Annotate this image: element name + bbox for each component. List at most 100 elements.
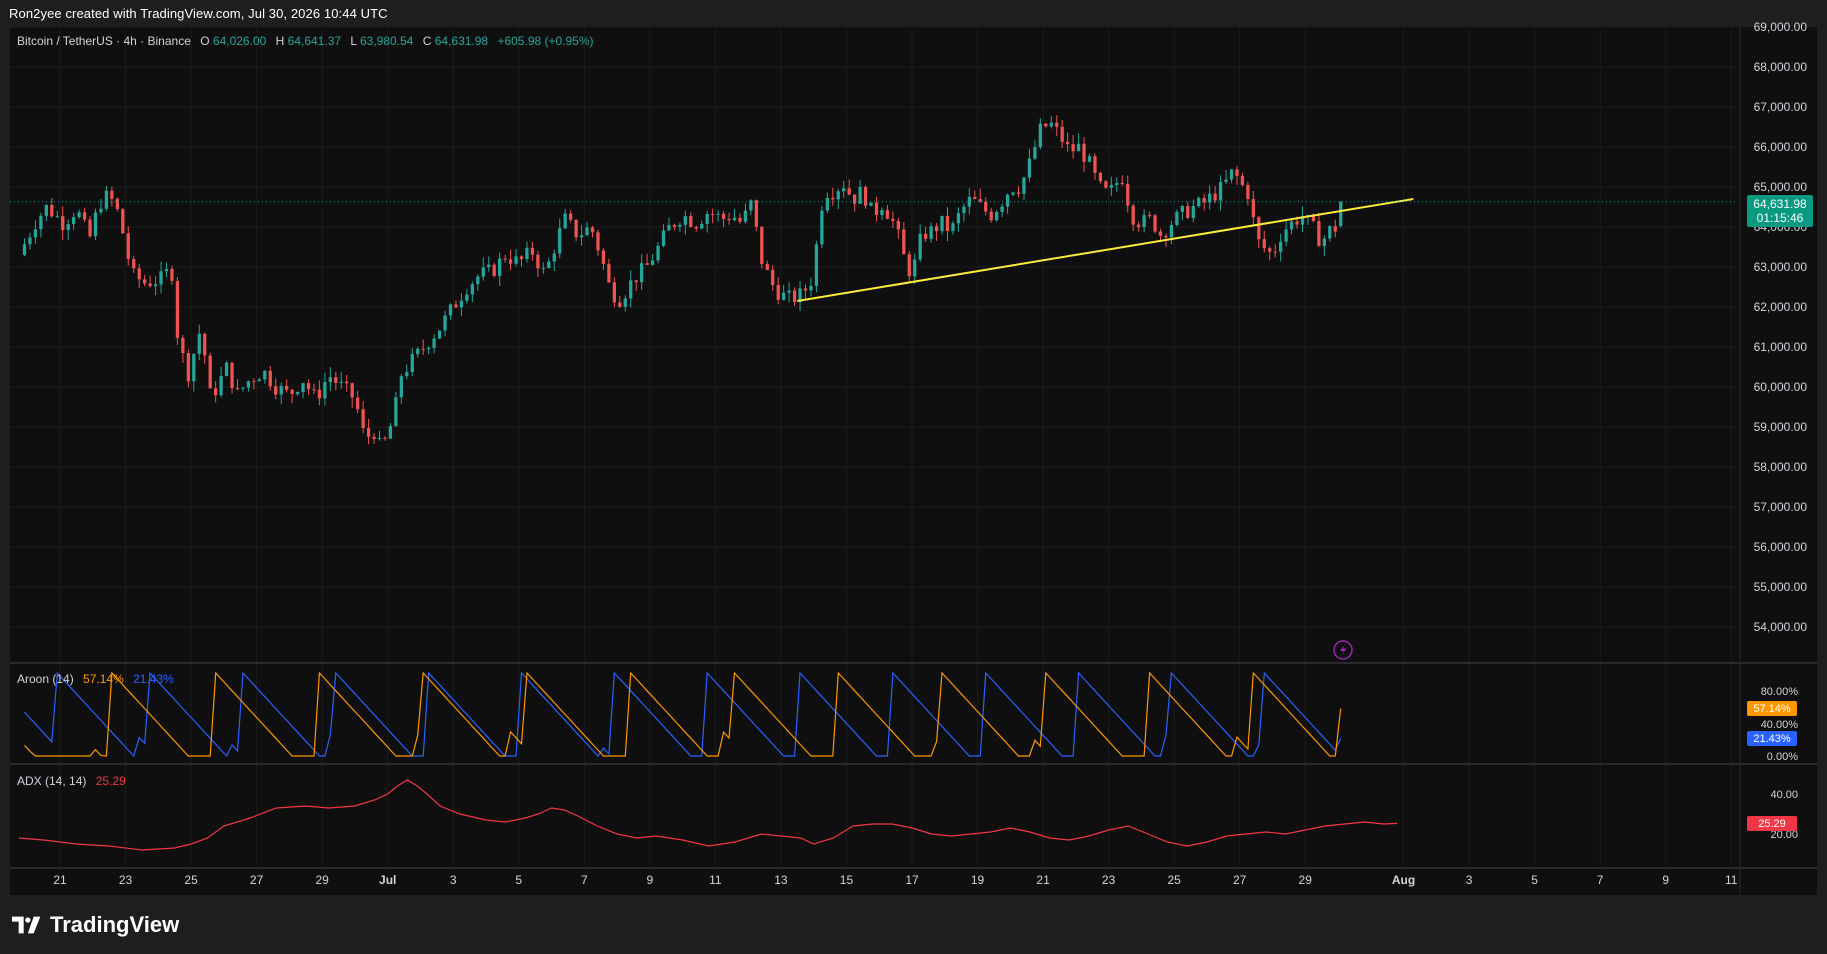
candle-body — [978, 198, 982, 202]
symbol-legend[interactable]: Bitcoin / TetherUS · 4h · Binance O 64,0… — [17, 34, 594, 48]
candle-body — [39, 215, 43, 230]
adx-legend[interactable]: ADX (14, 14) 25.29 — [17, 774, 126, 788]
candle-body — [443, 315, 447, 331]
candle-body — [1126, 184, 1130, 206]
aroon-tick-label: 80.00% — [1761, 686, 1799, 698]
candle-body — [263, 370, 267, 380]
price-tick-label: 59,000.00 — [1754, 420, 1808, 434]
time-tick-label: 5 — [1531, 873, 1538, 887]
candle-body — [61, 216, 65, 231]
candle-body — [825, 197, 829, 211]
aroon-legend[interactable]: Aroon (14) 57.14% 21.43% — [17, 672, 174, 686]
candle-body — [934, 226, 939, 232]
time-tick-label: 17 — [905, 873, 919, 887]
candle-body — [579, 235, 584, 238]
time-tick-label: 13 — [774, 873, 788, 887]
candle-body — [1087, 156, 1092, 162]
candle-body — [989, 211, 993, 221]
candle-body — [203, 333, 207, 356]
candle-body — [459, 300, 464, 308]
candle-body — [88, 219, 92, 237]
attribution-text: Ron2yee created with TradingView.com, Ju… — [9, 6, 388, 21]
aroon-indicator[interactable]: 80.00% 40.00% 0.00% — [24, 671, 1799, 763]
candle-body — [279, 385, 283, 395]
candle-body — [847, 188, 851, 195]
candle-body — [645, 263, 649, 265]
price-tick-label: 66,000.00 — [1754, 140, 1808, 154]
legend-low-value: 63,980.54 — [360, 34, 414, 48]
candle-body — [219, 376, 223, 396]
aroon-down-line — [24, 671, 1342, 758]
candle-body — [1224, 179, 1228, 182]
price-tick-label: 68,000.00 — [1754, 60, 1808, 74]
time-tick-label: 27 — [250, 873, 264, 887]
candle-body — [754, 200, 758, 227]
candle-body — [345, 381, 349, 384]
candle-body — [820, 210, 824, 245]
candle-body — [574, 219, 578, 238]
price-tick-label: 67,000.00 — [1754, 100, 1808, 114]
time-tick-label: 7 — [581, 873, 588, 887]
aroon-tick-label: 0.00% — [1767, 751, 1798, 763]
candle-body — [913, 259, 917, 277]
candle-body — [771, 269, 775, 286]
candle-body — [170, 268, 174, 281]
candle-body — [241, 387, 245, 389]
time-tick-label: 25 — [1167, 873, 1181, 887]
candle-body — [186, 353, 190, 382]
candle-body — [984, 201, 988, 212]
candle-body — [388, 426, 393, 439]
candle-body — [1328, 226, 1332, 239]
legend-low-label: L — [350, 34, 357, 48]
candle-body — [1300, 216, 1305, 225]
candle-body — [399, 376, 403, 398]
lightning-icon-ring — [1333, 640, 1353, 660]
candle-body — [640, 263, 644, 283]
price-tick-label: 54,000.00 — [1754, 620, 1808, 634]
price-badge: 64,631.98 01:15:46 — [1747, 195, 1813, 227]
lightning-icon[interactable] — [1333, 640, 1353, 660]
aroon-up-badge-background — [1747, 701, 1797, 716]
candle-body — [814, 244, 819, 286]
candle-body — [973, 196, 977, 199]
time-tick-label: 3 — [1466, 873, 1473, 887]
time-axis[interactable]: 21 23 25 27 29 Jul 3 5 7 9 11 13 15 17 19 21 23 25 27 29 Aug… — [53, 873, 1737, 887]
tradingview-logo[interactable]: TradingView — [12, 912, 179, 938]
candle-body — [929, 226, 933, 239]
candle-body — [519, 256, 524, 260]
candle-body — [803, 288, 808, 291]
candle-body — [224, 362, 229, 377]
candlestick-series[interactable] — [22, 115, 1343, 445]
candle-body — [1109, 185, 1113, 188]
candle-body — [792, 290, 797, 303]
trendline[interactable] — [797, 198, 1414, 302]
aroon-down-badge: 21.43% — [1747, 731, 1797, 746]
candle-body — [356, 397, 360, 410]
candle-body — [159, 271, 163, 285]
candle-body — [454, 304, 458, 308]
candle-body — [1289, 221, 1294, 230]
candle-body — [44, 205, 48, 216]
time-tick-label: Aug — [1392, 873, 1415, 887]
adx-indicator[interactable]: 40.00 20.00 — [18, 779, 1798, 851]
candle-body — [727, 218, 731, 221]
candle-body — [836, 191, 840, 200]
time-tick-label: 9 — [1662, 873, 1669, 887]
candle-body — [1268, 248, 1272, 252]
candle-body — [1169, 224, 1174, 238]
candle-body — [28, 237, 32, 245]
price-tick-label: 61,000.00 — [1754, 340, 1808, 354]
candle-body — [569, 213, 573, 220]
aroon-tick-label: 40.00% — [1761, 719, 1799, 731]
candle-body — [290, 389, 294, 395]
candle-body — [585, 227, 589, 236]
time-tick-label: 11 — [709, 873, 722, 887]
candle-body — [1104, 181, 1108, 188]
candle-body — [121, 209, 125, 234]
time-tick-label: 21 — [1036, 873, 1050, 887]
candle-body — [1147, 215, 1152, 217]
candle-body — [650, 260, 655, 265]
candle-body — [1322, 238, 1326, 247]
candle-body — [361, 409, 365, 429]
